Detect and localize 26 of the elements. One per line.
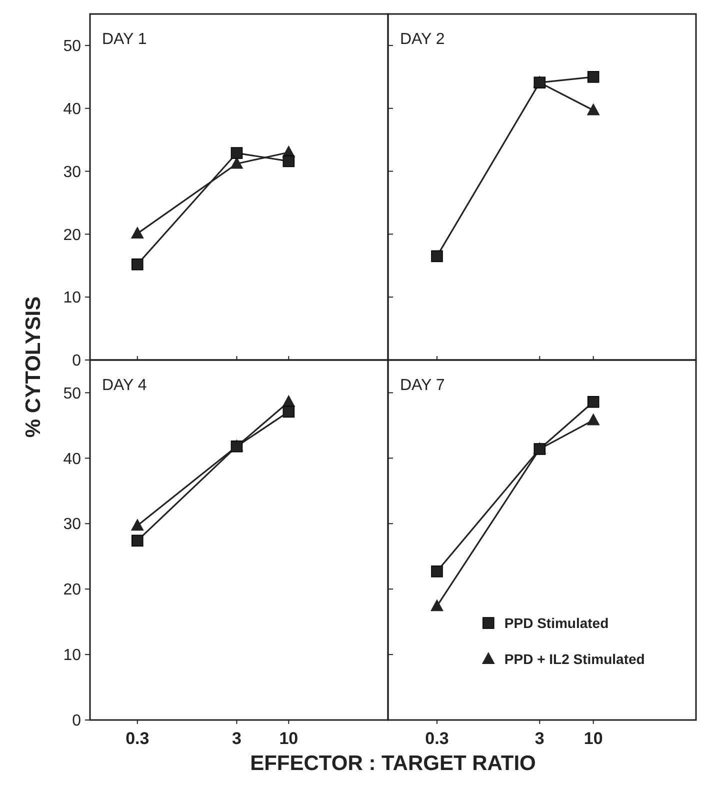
y-tick-label: 40 bbox=[63, 450, 82, 468]
x-axis-title: EFFECTOR : TARGET RATIO bbox=[250, 752, 536, 775]
y-tick-label: 30 bbox=[63, 516, 82, 534]
y-tick-label: 40 bbox=[63, 100, 82, 118]
y-tick-label: 20 bbox=[63, 226, 82, 244]
x-tick-label: 3 bbox=[232, 729, 242, 748]
y-tick-label: 0 bbox=[72, 352, 82, 370]
x-tick-label: 0.3 bbox=[126, 729, 150, 748]
text: DAY 1 bbox=[102, 31, 147, 48]
y-tick-label: 10 bbox=[63, 647, 82, 664]
x-tick-label: 0.3 bbox=[425, 729, 449, 748]
x-tick-label: 10 bbox=[584, 729, 603, 748]
text: DAY 2 bbox=[400, 31, 445, 48]
y-axis-title: % CYTOLYSIS bbox=[22, 296, 45, 438]
x-tick-label: 10 bbox=[279, 729, 298, 748]
y-tick-label: 30 bbox=[63, 164, 82, 181]
y-tick-label: 50 bbox=[63, 38, 82, 56]
y-tick-label: 0 bbox=[72, 712, 82, 730]
text: DAY 4 bbox=[102, 377, 147, 394]
legend-label: PPD + IL2 Stimulated bbox=[504, 650, 645, 667]
y-tick-label: 20 bbox=[63, 582, 82, 599]
text: DAY 7 bbox=[400, 377, 445, 394]
y-tick-label: 50 bbox=[63, 385, 82, 402]
legend-label: PPD Stimulated bbox=[504, 614, 609, 631]
x-tick-label: 3 bbox=[534, 729, 544, 748]
y-tick-label: 10 bbox=[63, 290, 82, 307]
